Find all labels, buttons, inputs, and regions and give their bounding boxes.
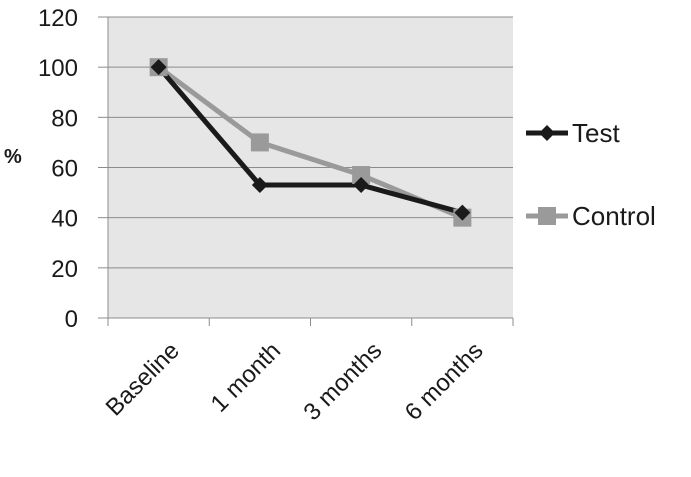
legend-marker — [538, 207, 556, 225]
y-tick-label: 100 — [38, 55, 78, 82]
gridlines — [108, 16, 513, 269]
data-point — [454, 204, 471, 221]
y-tick-label: 20 — [51, 256, 78, 283]
legend-marker — [539, 125, 555, 141]
data-point — [250, 133, 269, 152]
x-tick-label: Baseline — [101, 337, 185, 421]
series-group — [149, 58, 472, 227]
x-tick-label: 3 months — [298, 337, 387, 426]
x-tick-label: 6 months — [400, 337, 489, 426]
data-point — [251, 177, 268, 194]
series-line-test — [156, 65, 464, 216]
y-tick-label: 80 — [51, 105, 78, 132]
x-tick-label: 1 month — [206, 337, 286, 417]
axes — [98, 16, 514, 326]
y-tick-labels: 0 20 40 60 80 100 120 — [38, 5, 78, 333]
y-tick-label: 120 — [38, 5, 78, 32]
data-point — [353, 177, 370, 194]
legend-label: Test — [572, 118, 620, 148]
y-axis-label: % — [4, 146, 22, 168]
x-tick-labels: Baseline 1 month 3 months 6 months — [101, 337, 489, 426]
data-point — [352, 166, 371, 185]
y-tick-label: 40 — [51, 206, 78, 233]
data-point — [150, 59, 167, 76]
legend: Test Control — [526, 118, 656, 231]
y-tick-label: 60 — [51, 156, 78, 183]
y-tick-label: 0 — [65, 306, 78, 333]
legend-label: Control — [572, 201, 656, 231]
